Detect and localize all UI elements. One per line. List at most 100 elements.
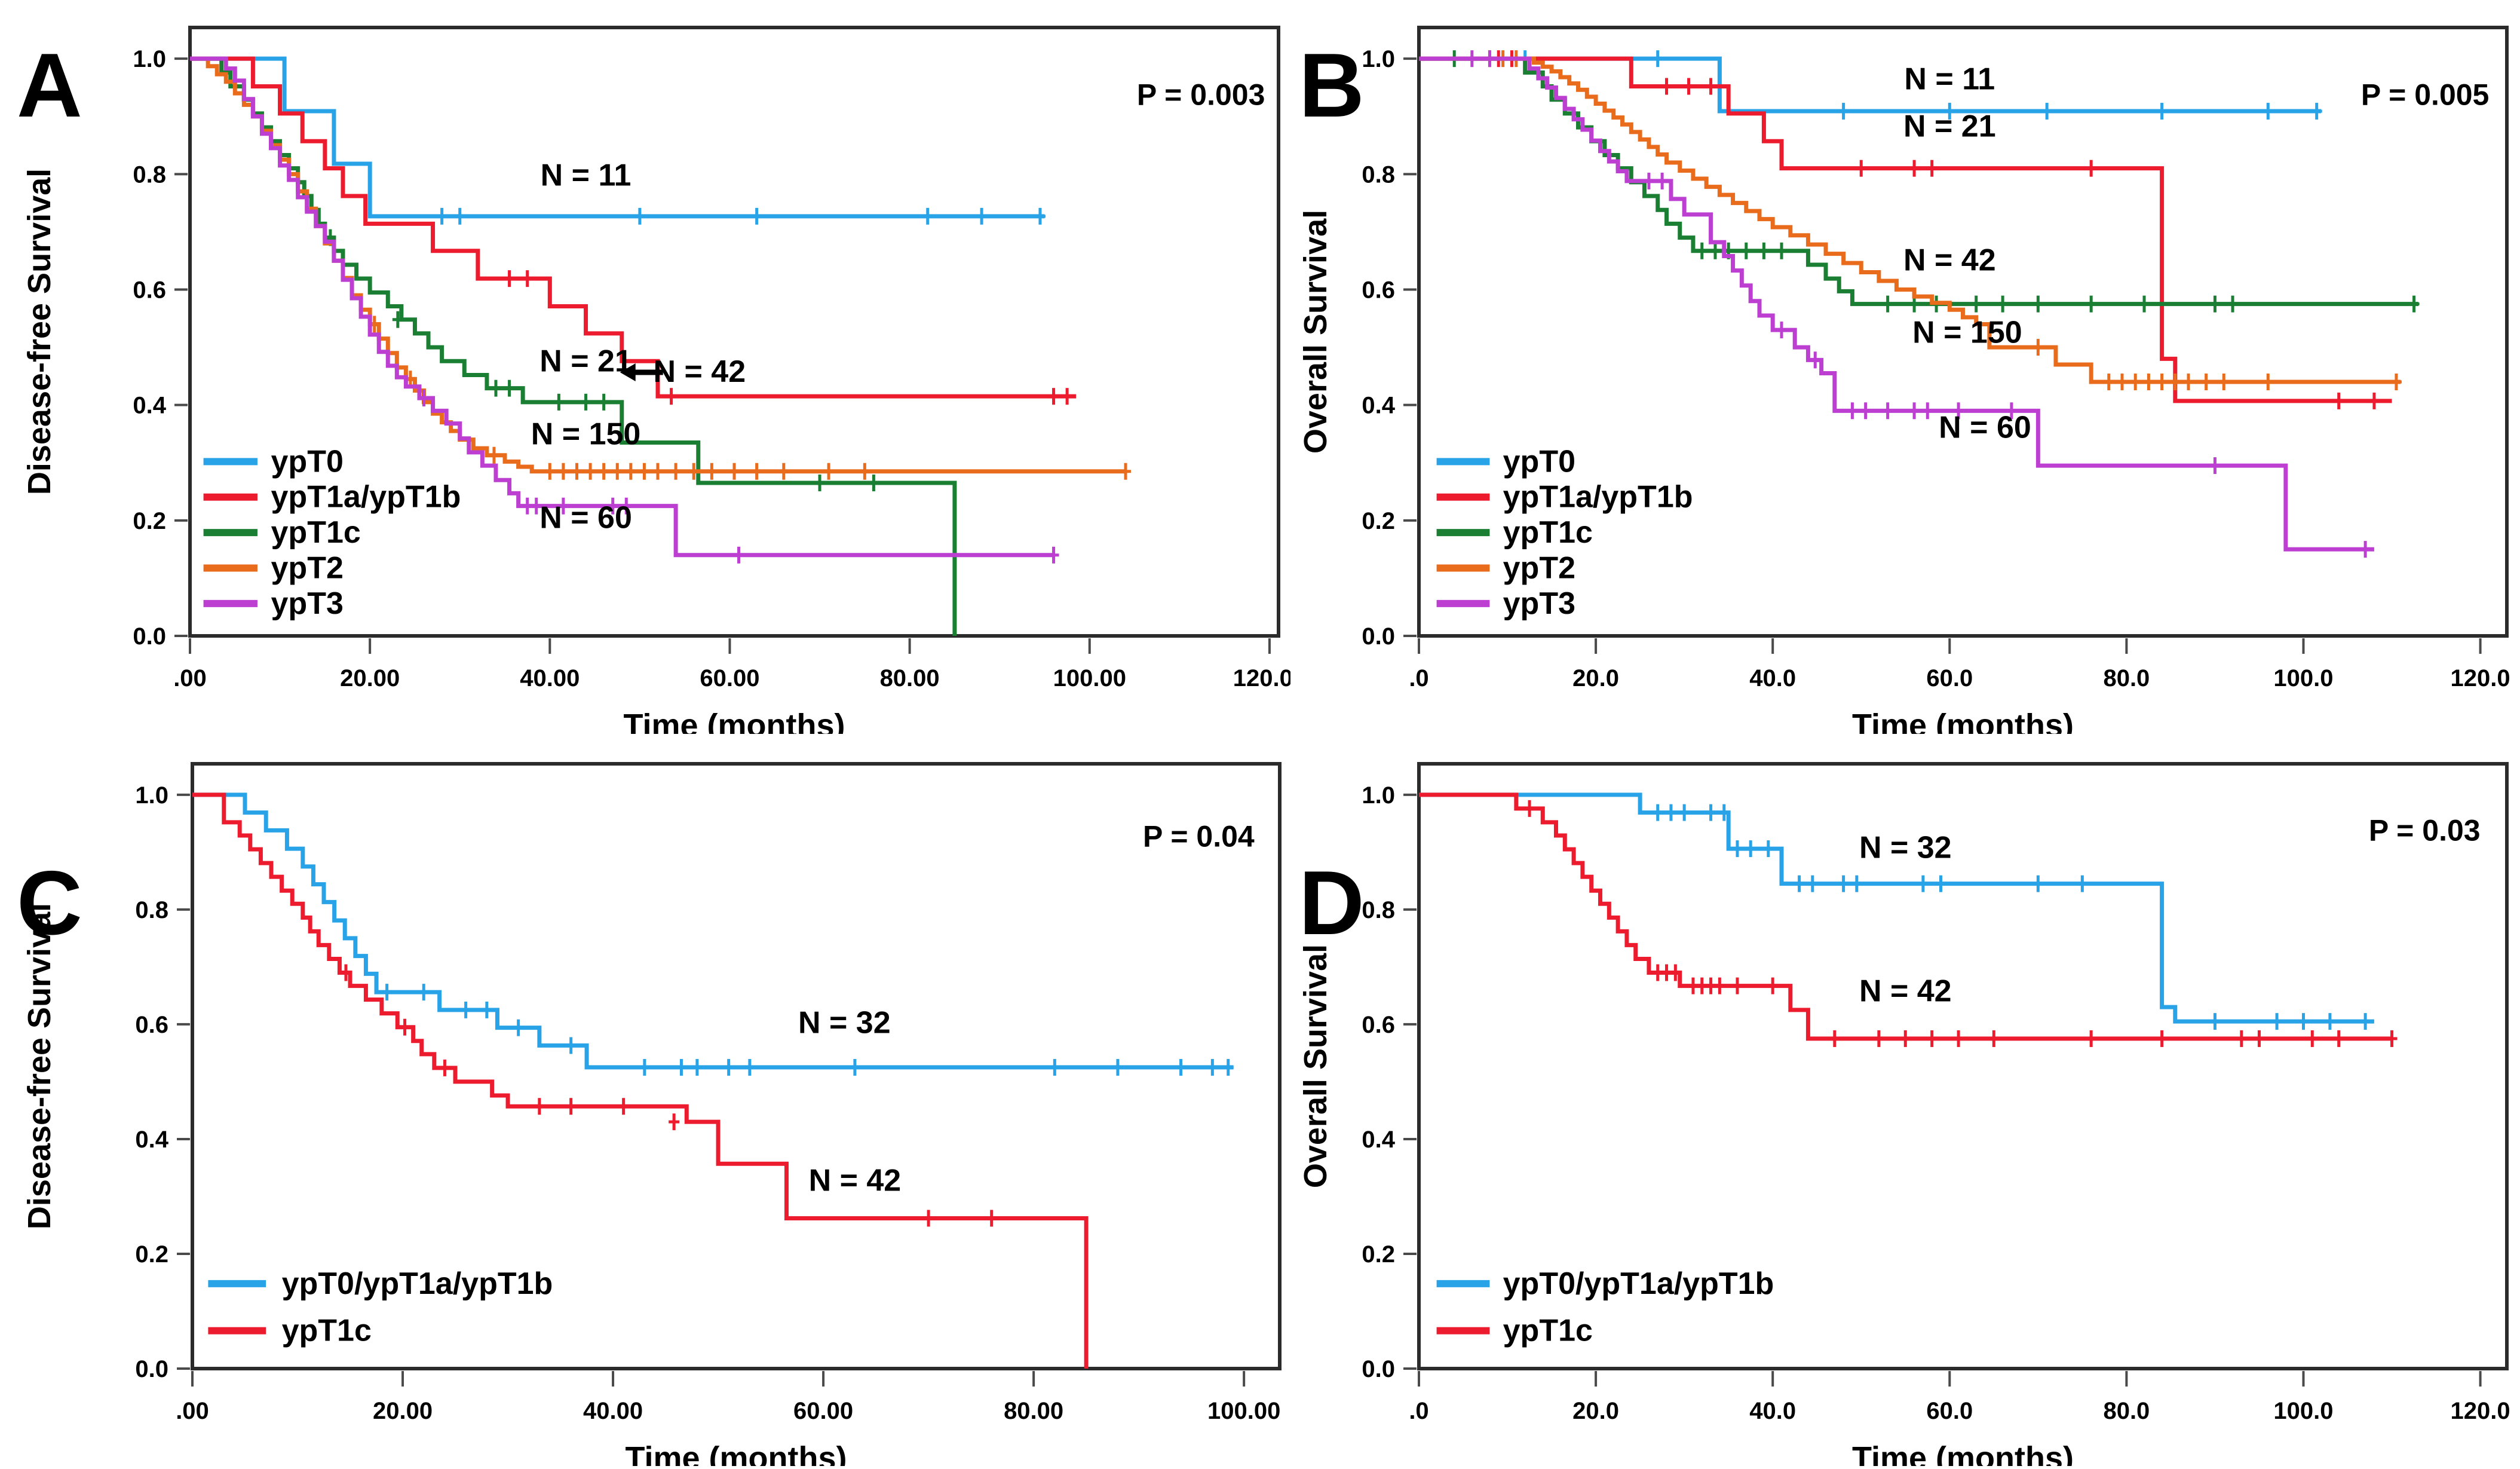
axis-title-x: Time (months): [1852, 708, 2074, 734]
y-tick-label: 0.4: [135, 1127, 168, 1153]
x-tick-label: 40.0: [1749, 665, 1796, 691]
legend-label: ypT1c: [282, 1314, 372, 1348]
panel-letter: C: [17, 852, 82, 954]
km-curve-ypT1c: [192, 792, 1089, 1369]
p-value-label: P = 0.04: [1143, 819, 1255, 853]
x-tick-label: 120.0: [2451, 1398, 2510, 1424]
legend-label: ypT3: [271, 586, 344, 621]
axis-title-x: Time (months): [623, 708, 845, 734]
panel-C: .00 20.00 40.00 60.00 80.00 100.00 0.0 0.2 0.4 0.…: [0, 734, 1290, 1469]
x-tick-label: 20.00: [373, 1398, 433, 1424]
y-tick-label: 0.6: [1362, 277, 1395, 303]
censor-marks-ypT0/ypT1a/ypT1b: [1652, 804, 2371, 1030]
legend-label: ypT0/ypT1a/ypT1b: [282, 1266, 553, 1301]
x-tick-label: .0: [1409, 665, 1428, 691]
censor-marks-ypT1c: [324, 229, 879, 492]
x-tick-label: 40.0: [1749, 1398, 1796, 1424]
x-tick-label: 100.0: [2273, 665, 2333, 691]
censor-marks-ypT3: [418, 390, 1059, 564]
plot-border: [191, 762, 1282, 1370]
n-count-label: N = 32: [1859, 830, 1952, 865]
panel-D: .0 20.0 40.0 60.0 80.0 100.0 120.0 0.0 0.2 0.4 0.6…: [1290, 734, 2520, 1469]
km-curve-ypT0/ypT1a/ypT1b: [1419, 792, 2374, 1024]
x-tick-label: 80.00: [1004, 1398, 1063, 1424]
y-tick-label: 1.0: [133, 46, 166, 72]
censor-marks-ypT0: [436, 207, 1046, 225]
y-tick-label: 0.2: [1362, 1241, 1395, 1268]
y-tick-label: 0.0: [133, 623, 166, 650]
censor-marks-ypT3: [1466, 50, 2371, 558]
x-tick-label: 120.00: [1233, 665, 1290, 691]
p-value-label: P = 0.005: [2361, 78, 2490, 111]
y-tick-label: 0.8: [1362, 897, 1395, 923]
y-tick-label: 0.4: [133, 393, 166, 419]
panel-letter: D: [1299, 852, 1365, 954]
x-tick-label: 80.0: [2103, 1398, 2150, 1424]
y-tick-label: 0.8: [1362, 161, 1395, 188]
y-tick-label: 0.8: [135, 897, 168, 923]
panel-letter: B: [1299, 35, 1365, 136]
axis-title-y: Overall Survival: [1298, 944, 1333, 1188]
x-tick-label: 60.0: [1926, 665, 1973, 691]
y-tick-label: 0.4: [1362, 393, 1395, 419]
km-curve-ypT3: [190, 56, 1054, 558]
y-tick-label: 0.2: [135, 1241, 168, 1268]
y-tick-label: 0.2: [1362, 508, 1395, 534]
legend-label: ypT2: [1503, 551, 1575, 586]
x-tick-label: 100.00: [1207, 1398, 1280, 1424]
axis-title-y: Disease-free Survival: [22, 169, 57, 495]
censor-marks-ypT1c: [1524, 800, 2398, 1047]
x-tick-label: 100.00: [1053, 665, 1126, 691]
legend-label: ypT0: [271, 444, 344, 479]
legend-label: ypT0: [1503, 444, 1575, 479]
censor-marks-ypT2: [369, 316, 1132, 480]
p-value-label: P = 0.003: [1137, 78, 1265, 111]
x-tick-label: 60.00: [700, 665, 759, 691]
legend-label: ypT1c: [1503, 1314, 1593, 1348]
n-count-label: N = 150: [1912, 315, 2022, 350]
n-count-label: N = 32: [798, 1005, 891, 1040]
km-curve-ypT0: [1419, 56, 2322, 114]
x-tick-label: 60.0: [1926, 1398, 1973, 1424]
x-tick-label: 40.00: [583, 1398, 643, 1424]
n-count-label: N = 42: [1903, 243, 1996, 278]
x-tick-label: 100.0: [2273, 1398, 2333, 1424]
n-count-label: N = 60: [539, 500, 632, 535]
y-tick-label: 0.4: [1362, 1127, 1395, 1153]
y-tick-label: 0.2: [133, 508, 166, 534]
x-tick-label: 80.0: [2103, 665, 2150, 691]
x-tick-label: .00: [173, 665, 207, 691]
p-value-label: P = 0.03: [2369, 814, 2481, 847]
y-tick-label: 0.0: [1362, 623, 1395, 650]
censor-marks-ypT1c: [340, 964, 997, 1227]
km-curve-ypT2: [190, 56, 1126, 474]
x-tick-label: 120.0: [2451, 665, 2510, 691]
left-arrow-icon: [620, 363, 636, 382]
km-curve-ypT3: [1419, 56, 2374, 552]
km-curve-ypT1a/ypT1b: [1419, 56, 2392, 403]
plot-border: [1417, 26, 2509, 638]
km-curve-ypT1a/ypT1b: [190, 56, 1077, 399]
x-tick-label: 20.0: [1572, 665, 1619, 691]
km-curve-ypT0: [190, 56, 1045, 219]
y-tick-label: 0.8: [133, 161, 166, 188]
axis-title-x: Time (months): [1852, 1440, 2074, 1466]
n-count-label: N = 11: [541, 158, 631, 193]
y-tick-label: 0.6: [1362, 1012, 1395, 1038]
plot-border: [188, 26, 1280, 638]
n-count-label: N = 42: [653, 354, 746, 389]
y-tick-label: 0.0: [1362, 1356, 1395, 1382]
km-curve-ypT1c: [1419, 792, 2392, 1041]
x-tick-label: 20.0: [1572, 1398, 1619, 1424]
plot-border: [1417, 762, 2509, 1370]
y-tick-label: 0.0: [135, 1356, 168, 1382]
axis-title-x: Time (months): [625, 1440, 847, 1466]
km-curve-ypT0/ypT1a/ypT1b: [192, 792, 1234, 1070]
legend-label: ypT1c: [1503, 515, 1593, 550]
axis-title-y: Disease-free Survival: [22, 903, 57, 1229]
x-tick-label: 20.00: [340, 665, 400, 691]
legend-label: ypT1c: [271, 515, 361, 550]
